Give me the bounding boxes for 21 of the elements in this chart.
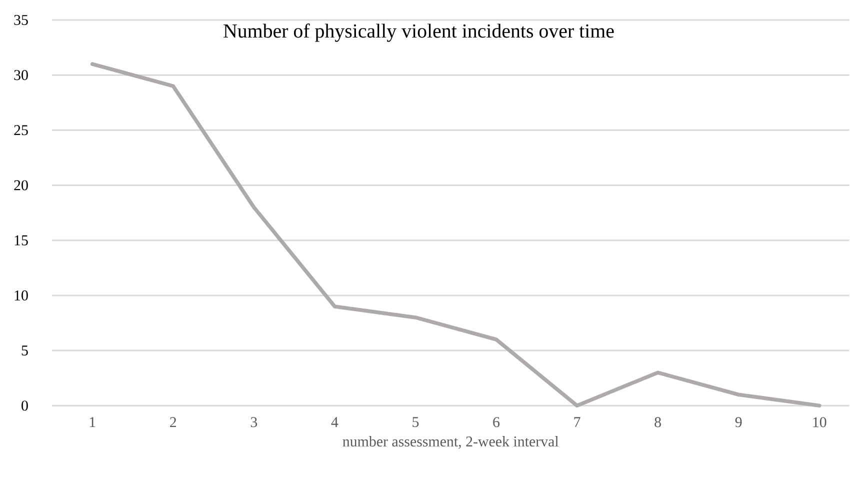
x-tick-label: 4 <box>331 417 338 428</box>
y-tick-label: 35 <box>14 15 28 26</box>
x-tick-label: 8 <box>654 417 661 428</box>
x-tick-label: 7 <box>574 417 580 428</box>
x-tick-label: 6 <box>493 417 500 428</box>
x-axis-title: number assessment, 2-week interval <box>342 436 559 449</box>
x-tick-label: 1 <box>90 417 96 428</box>
x-tick-label: 3 <box>250 417 258 428</box>
x-tick-label: 5 <box>412 417 419 428</box>
x-tick-label: 9 <box>735 417 742 428</box>
y-tick-label: 0 <box>22 400 28 411</box>
y-tick-label: 10 <box>14 290 28 301</box>
y-tick-label: 20 <box>14 180 28 191</box>
chart-title: Number of physically violent incidents over time <box>224 24 614 42</box>
y-tick-label: 5 <box>22 346 28 356</box>
x-tick-label: 2 <box>170 417 176 428</box>
y-tick-label: 25 <box>14 125 28 136</box>
y-tick-label: 30 <box>14 70 28 80</box>
line-series <box>90 62 822 408</box>
x-tick-label: 10 <box>813 417 826 428</box>
y-tick-label: 15 <box>14 236 28 246</box>
